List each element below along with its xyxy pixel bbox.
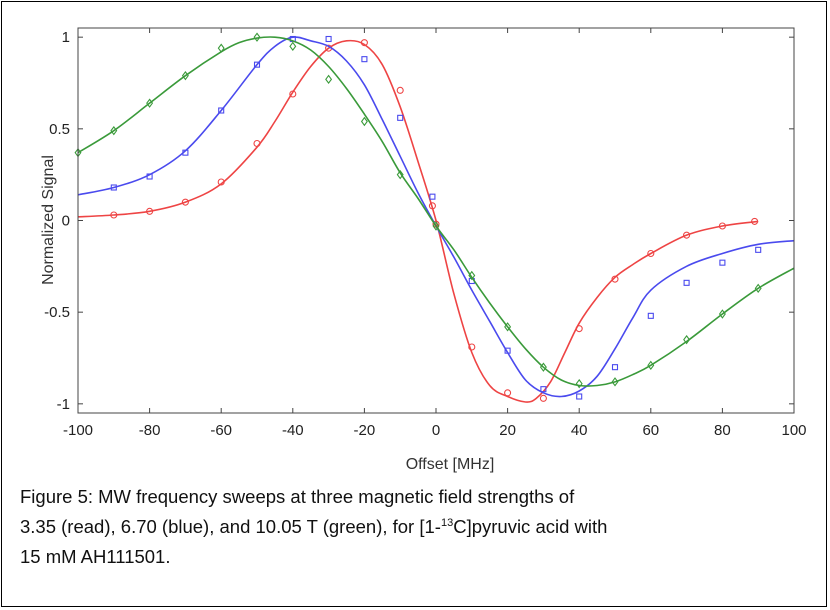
series-layer [74,32,795,403]
series-1-marker [468,343,476,351]
series-3-marker [360,116,368,127]
series-2-marker [719,259,726,266]
caption-line-3: 15 mM AH111501. [20,546,171,567]
series-3-marker [432,221,440,231]
x-tick-label: -80 [139,422,161,439]
series-2-marker [146,173,153,180]
series-3-marker [325,74,333,85]
series-1-marker [539,394,547,402]
caption-line-2-a: 3.35 (read), 6.70 (blue), and 10.05 T (g… [20,516,441,537]
x-tick-label: 0 [432,422,440,439]
series-1-marker [718,222,726,230]
series-3-marker [504,322,512,332]
series-2-marker [683,279,690,286]
series-3-marker [718,309,726,319]
series-2-marker [361,56,368,63]
caption-line-2-b: C]pyruvic acid with [453,516,608,537]
series-1-marker [504,389,512,397]
series-1-marker [683,231,691,239]
x-tick-label: -20 [354,422,376,439]
y-axis-label: Normalized Signal [40,155,57,285]
series-2-marker [110,184,117,191]
y-tick-label: -0.5 [44,304,70,321]
series-2-marker [397,114,404,121]
x-tick-label: -60 [210,422,232,439]
series-3-marker [468,270,476,281]
caption-superscript: 13 [440,516,454,529]
series-3-marker [110,125,118,136]
series-1-marker [253,139,261,148]
y-tick-label: 0.5 [49,121,70,138]
series-1-marker [647,249,655,258]
series-3-marker [396,169,404,180]
series-1-marker [217,178,225,186]
series-1-marker [428,202,436,210]
series-3-marker [146,98,154,108]
series-3-marker [575,378,583,389]
series-1-marker [575,325,583,333]
x-tick-label: 20 [499,422,516,439]
series-3-marker [754,283,762,294]
y-tick-label: 0 [62,213,70,230]
x-axis-label: Offset [MHz] [406,456,495,473]
series-2-marker [325,35,332,43]
series-2-marker [429,193,436,200]
series-2-marker [755,246,762,253]
series-3-marker [539,362,547,372]
series-3-marker [289,41,297,52]
line-chart: -100 -80 -60 -40 -20 0 20 40 60 80 10010.50-0.5-1 … [40,27,807,473]
series-2-marker [182,149,189,156]
y-tick-label: -1 [57,396,70,413]
series-1-marker [751,217,759,225]
series-2-marker [540,386,547,393]
series-1-marker [110,211,118,219]
series-3-marker [611,377,619,387]
series-2-marker [576,393,583,400]
series-3-marker [647,360,655,371]
series-2-marker [504,347,511,354]
series-1-marker [360,39,368,47]
x-tick-label: 100 [781,422,806,439]
series-3-marker [181,70,189,81]
x-tick-label: 60 [642,422,659,439]
series-2-marker [253,61,261,68]
x-tick-label: 80 [714,422,731,439]
series-1-marker [146,207,154,215]
series-3-line [77,36,795,387]
caption-line-1: Figure 5: MW frequency sweeps at three m… [20,486,575,507]
series-3-marker [253,32,261,42]
series-1-marker [396,86,404,94]
series-1-marker [289,90,297,98]
x-tick-label: -100 [63,422,93,439]
series-1-marker [181,198,189,206]
series-1-marker [611,275,619,283]
x-tick-label: -40 [282,422,304,439]
series-3-marker [683,334,691,345]
y-tick-label: 1 [62,29,70,46]
series-3-marker [217,43,225,53]
series-2-marker [647,312,654,319]
x-tick-label: 40 [571,422,588,439]
axes: -100 -80 -60 -40 -20 0 20 40 60 80 100 1 0.5 0 -0.5 -1 [44,27,807,439]
series-2-marker [218,107,225,114]
caption-line-2: 3.35 (read), 6.70 (blue), and 10.05 T (g… [20,512,810,542]
series-2-marker [611,364,619,371]
figure-caption: Figure 5: MW frequency sweeps at three m… [20,482,810,572]
